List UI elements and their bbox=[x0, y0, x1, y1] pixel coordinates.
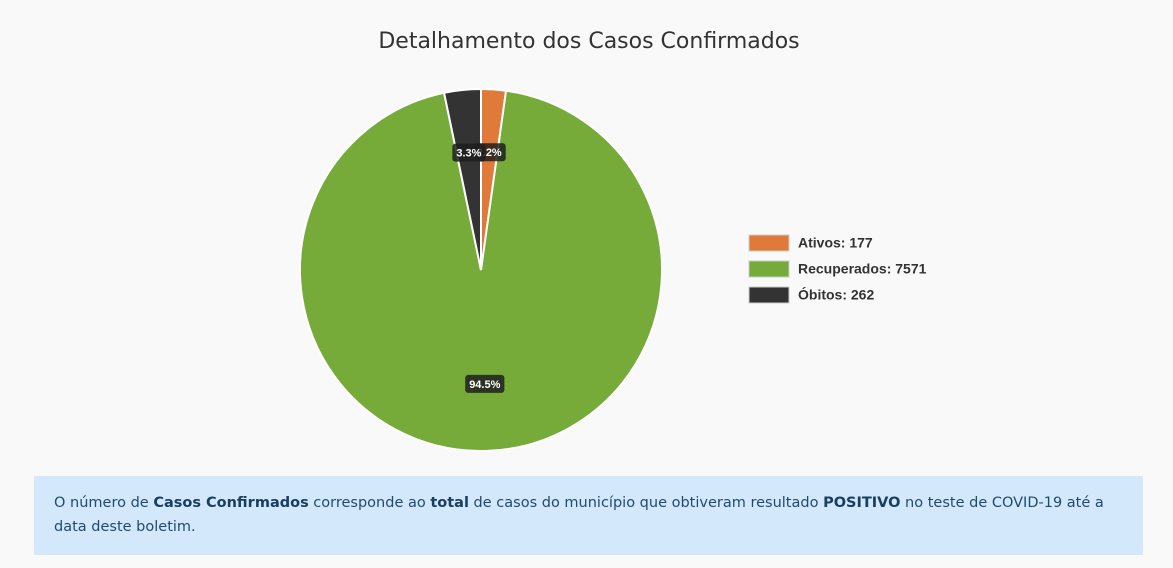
chart-title: Detalhamento dos Casos Confirmados bbox=[378, 29, 799, 54]
pie-slice bbox=[442, 87, 482, 271]
note-text: no teste de COVID-19 até a data deste bo… bbox=[54, 495, 1104, 535]
data-label: 3.3% bbox=[452, 143, 486, 162]
note-text: O número de bbox=[54, 495, 154, 511]
note-text: corresponde ao bbox=[308, 495, 431, 511]
pie-slice bbox=[299, 89, 663, 452]
legend-swatch bbox=[748, 286, 790, 304]
legend-label: Ativos: 177 bbox=[798, 235, 873, 251]
note-emphasis: total bbox=[430, 495, 469, 511]
legend-label: Óbitos: 262 bbox=[798, 286, 874, 303]
data-label: 94.5% bbox=[465, 374, 505, 393]
legend-swatch bbox=[748, 260, 790, 278]
legend-swatch bbox=[748, 234, 790, 252]
legend-label: Recuperados: 7571 bbox=[798, 261, 927, 277]
data-label-text: 94.5% bbox=[469, 379, 500, 391]
data-label-bg bbox=[465, 374, 505, 393]
data-label-text: 3.3% bbox=[456, 148, 481, 160]
info-box: O número de Casos Confirmados correspond… bbox=[34, 476, 1143, 555]
chart: Detalhamento dos Casos Confirmados 2.2%9… bbox=[299, 29, 927, 452]
note-emphasis: POSITIVO bbox=[823, 495, 901, 511]
note-emphasis: Casos Confirmados bbox=[153, 495, 309, 511]
note-text: de casos do município que obtiveram resu… bbox=[468, 495, 824, 511]
data-label-bg bbox=[452, 143, 486, 162]
